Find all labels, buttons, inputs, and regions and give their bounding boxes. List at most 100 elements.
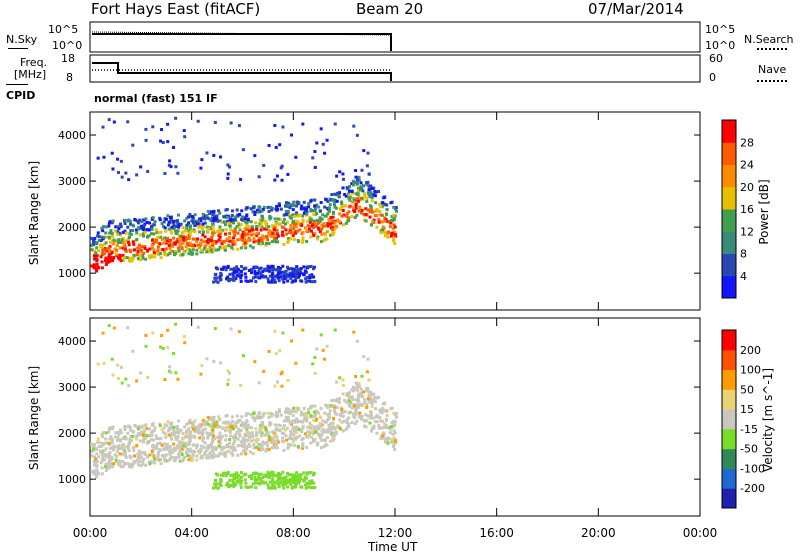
velocity-point [305,413,309,417]
power-point [305,229,309,233]
velocity-point [167,369,171,373]
velocity-point [301,446,305,450]
y-tick-label: 4000 [58,335,86,348]
velocity-point [271,430,275,434]
velocity-point [261,414,265,418]
velocity-point [180,437,184,441]
power-point [278,266,282,270]
power-point [223,248,227,252]
velocity-point [100,453,104,457]
power-point [101,229,105,233]
velocity-point [343,410,347,414]
velocity-point [113,453,117,457]
velocity-point [121,436,125,440]
power-point [263,267,267,271]
power-point [206,237,210,241]
velocity-point [271,482,275,486]
velocity-point [310,429,314,433]
velocity-ylabel: Slant Range [km] [27,366,41,470]
x-axis-ticks: 00:00 04:00 08:00 12:00 16:00 20:00 00:00 [73,112,717,540]
velocity-point [281,426,285,430]
velocity-point [100,472,104,476]
velocity-point [245,447,249,451]
power-point [270,273,274,277]
power-point [96,231,100,235]
velocity-point [244,445,248,449]
velocity-point [275,438,279,442]
velocity-point [295,425,299,429]
velocity-point [252,412,256,416]
velocity-point [316,424,320,428]
velocity-point [206,443,210,447]
power-point [392,230,396,234]
power-point [218,225,222,229]
power-point [237,223,241,227]
y-tick-label: 1000 [58,267,86,280]
velocity-point [152,429,156,433]
power-point [212,241,216,245]
power-point [352,124,356,128]
power-point [249,207,253,211]
power-point [371,186,375,190]
velocity-point [132,459,136,463]
power-point [294,278,298,282]
velocity-point [241,424,245,428]
velocity-point [352,330,356,334]
velocity-point [111,373,115,377]
velocity-point [108,451,112,455]
power-point [254,239,258,243]
velocity-point [315,443,319,447]
velocity-point [123,445,127,449]
velocity-point [320,438,324,442]
velocity-point [305,481,309,485]
velocity-point [272,434,276,438]
power-point [100,260,104,264]
power-point [273,123,277,127]
velocity-point [305,445,309,449]
power-point [212,228,216,232]
power-point [201,222,205,226]
power-point [390,231,394,235]
velocity-point [275,410,279,414]
velocity-point [262,411,266,415]
power-point [345,186,349,190]
power-point [244,228,248,232]
power-point [355,180,359,184]
velocity-point [278,472,282,476]
velocity-point [222,421,226,425]
power-point [231,242,235,246]
velocity-point [368,401,372,405]
velocity-point [199,372,203,376]
power-point [201,239,205,243]
power-point [333,205,337,209]
power-point [353,216,357,220]
power-point [289,223,293,227]
velocity-point [197,423,201,427]
power-point [240,209,244,213]
velocity-point [313,437,317,441]
velocity-point [210,422,214,426]
velocity-point [187,427,191,431]
noise-panel [89,21,701,53]
power-point [386,232,390,236]
power-point [152,232,156,236]
power-point [253,213,257,217]
velocity-point [367,378,371,382]
velocity-point [205,420,209,424]
power-point [208,218,212,222]
velocity-point [309,405,313,409]
velocity-point [262,369,266,373]
power-point [303,269,307,273]
velocity-point [270,440,274,444]
velocity-point [217,444,221,448]
power-point [94,251,98,255]
velocity-point [144,423,148,427]
velocity-point [128,438,132,442]
power-point [201,233,205,237]
power-point [208,239,212,243]
velocity-point [263,433,267,437]
velocity-point [215,424,219,428]
velocity-point [301,437,305,441]
power-point [253,154,257,158]
power-point [102,155,106,159]
